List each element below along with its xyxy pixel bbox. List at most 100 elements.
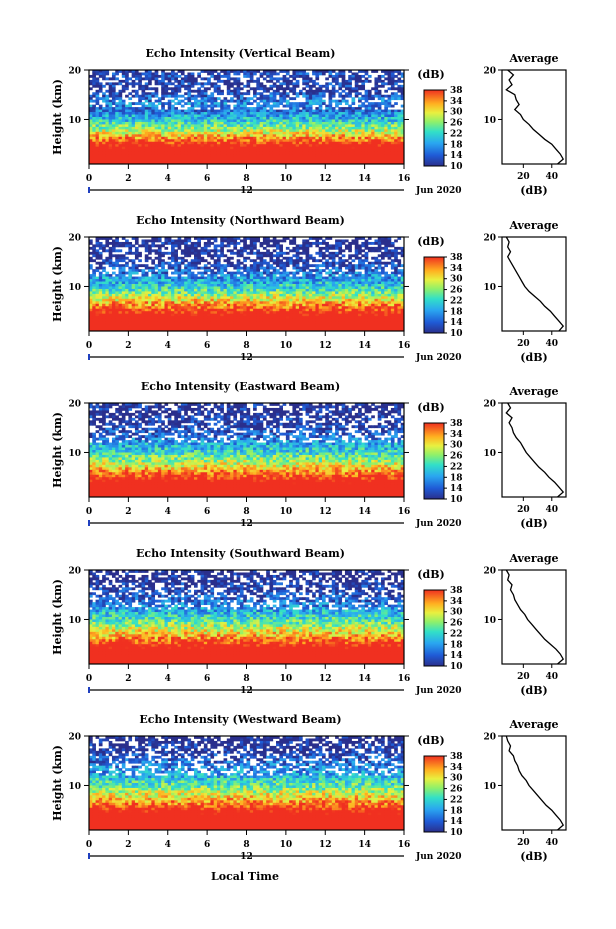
x-tick-label: 14 [358, 341, 371, 351]
x-tick-label: 16 [398, 840, 411, 850]
x-tick-label: 10 [280, 174, 293, 184]
y-tick-label: 10 [68, 616, 81, 626]
x-tick-label: 12 [319, 674, 332, 684]
average-y-tick-label: 20 [483, 733, 496, 743]
x-tick-label: 4 [165, 174, 171, 184]
x-tick-label: 2 [125, 674, 131, 684]
colorbar-unit: (dB) [417, 401, 444, 414]
y-tick-label: 20 [68, 400, 81, 410]
x-tick-label: 2 [125, 341, 131, 351]
colorbar-tick-label: 38 [450, 752, 463, 762]
average-y-tick-label: 10 [483, 449, 496, 459]
x-tick-label: 0 [86, 674, 92, 684]
x-tick-label: 12 [319, 341, 332, 351]
panel-3: Echo Intensity (Eastward Beam)1020Height… [51, 380, 567, 530]
panel-title: Echo Intensity (Westward Beam) [139, 713, 341, 726]
heatmap-cells [89, 237, 405, 332]
x-tick-label: 6 [204, 507, 210, 517]
colorbar-tick-label: 30 [450, 608, 463, 618]
heatmap-cells [89, 403, 405, 498]
colorbar-tick-label: 10 [450, 329, 463, 339]
colorbar-tick-label: 30 [450, 441, 463, 451]
x-tick-label: 2 [125, 840, 131, 850]
y-tick-label: 20 [68, 567, 81, 577]
colorbar-tick-label: 14 [450, 651, 463, 661]
y-tick-label: 10 [68, 116, 81, 126]
average-y-tick-label: 20 [483, 567, 496, 577]
colorbar [423, 256, 445, 334]
x-tick-label: 6 [204, 674, 210, 684]
colorbar-tick-label: 22 [450, 296, 463, 306]
panel-title: Echo Intensity (Vertical Beam) [145, 47, 335, 60]
date-label: Jun 2020 [415, 353, 462, 363]
colorbar-tick-label: 14 [450, 484, 463, 494]
average-profile-line [505, 402, 565, 498]
colorbar-tick-label: 34 [450, 264, 463, 274]
y-axis-label: Height (km) [51, 79, 64, 155]
average-title: Average [508, 552, 558, 565]
heatmap-cells [89, 736, 405, 831]
colorbar [423, 755, 445, 833]
colorbar-tick-label: 34 [450, 763, 463, 773]
average-y-tick-label: 10 [483, 616, 496, 626]
colorbar-tick-label: 14 [450, 318, 463, 328]
colorbar-unit: (dB) [417, 568, 444, 581]
x-tick-label: 10 [280, 840, 293, 850]
colorbar [423, 589, 445, 667]
x-tick-label: 4 [165, 674, 171, 684]
x-tick-label: 6 [204, 174, 210, 184]
average-xlabel: (dB) [520, 850, 547, 863]
colorbar-tick-label: 38 [450, 586, 463, 596]
x-tick-label: 16 [398, 507, 411, 517]
colorbar-tick-label: 30 [450, 108, 463, 118]
average-x-tick-label: 40 [546, 172, 559, 182]
x-tick-label: 14 [358, 840, 371, 850]
colorbar-tick-label: 30 [450, 275, 463, 285]
colorbar-unit: (dB) [417, 68, 444, 81]
average-x-tick-label: 20 [517, 672, 530, 682]
panel-title: Echo Intensity (Southward Beam) [136, 547, 345, 560]
average-xlabel: (dB) [520, 517, 547, 530]
x-tick-label: 14 [358, 507, 371, 517]
x-tick-label: 10 [280, 674, 293, 684]
date-label: Jun 2020 [415, 519, 462, 529]
average-x-tick-label: 20 [517, 505, 530, 515]
x-tick-label: 0 [86, 840, 92, 850]
x-tick-label: 16 [398, 341, 411, 351]
average-profile-line [505, 69, 565, 165]
colorbar-tick-label: 18 [450, 307, 463, 317]
colorbar-tick-label: 22 [450, 795, 463, 805]
x-tick-label: 14 [358, 174, 371, 184]
colorbar-unit: (dB) [417, 734, 444, 747]
average-x-tick-label: 20 [517, 339, 530, 349]
colorbar-tick-label: 18 [450, 806, 463, 816]
x-tick-label: 6 [204, 341, 210, 351]
average-profile-line [505, 236, 565, 332]
colorbar-tick-label: 38 [450, 253, 463, 263]
colorbar-tick-label: 18 [450, 473, 463, 483]
average-frame [501, 569, 567, 665]
x-tick-label: 8 [243, 840, 249, 850]
colorbar-tick-label: 22 [450, 462, 463, 472]
panel-title: Echo Intensity (Eastward Beam) [141, 380, 340, 393]
date-label: Jun 2020 [415, 686, 462, 696]
average-frame [501, 69, 567, 165]
panel-2: Echo Intensity (Northward Beam)1020Heigh… [51, 214, 567, 364]
x-tick-label: 8 [243, 507, 249, 517]
date-marker-label: 12 [240, 852, 253, 862]
x-tick-label: 0 [86, 341, 92, 351]
colorbar-tick-label: 14 [450, 817, 463, 827]
x-axis-label: Local Time [211, 870, 279, 883]
colorbar-tick-label: 30 [450, 774, 463, 784]
x-tick-label: 4 [165, 341, 171, 351]
colorbar-tick-label: 34 [450, 597, 463, 607]
panel-title: Echo Intensity (Northward Beam) [136, 214, 345, 227]
average-x-tick-label: 20 [517, 172, 530, 182]
average-y-tick-label: 20 [483, 67, 496, 77]
colorbar-tick-label: 22 [450, 629, 463, 639]
average-title: Average [508, 385, 558, 398]
x-tick-label: 6 [204, 840, 210, 850]
colorbar-tick-label: 22 [450, 129, 463, 139]
y-axis-label: Height (km) [51, 579, 64, 655]
